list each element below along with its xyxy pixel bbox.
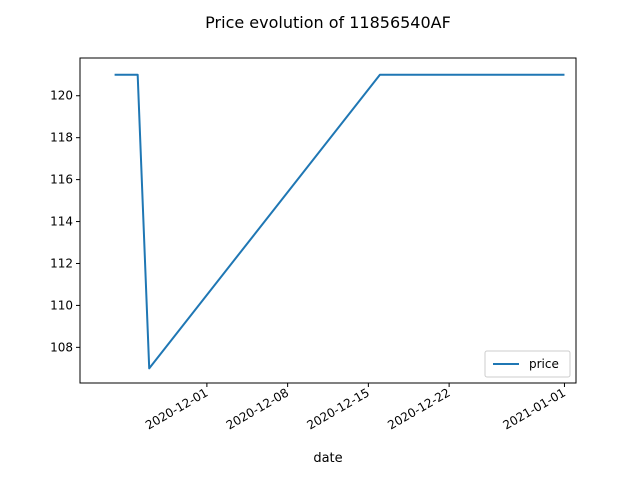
y-tick-label: 110 [50, 298, 73, 312]
plot-area [79, 57, 577, 384]
legend-label: price [529, 357, 559, 371]
x-tick-label: 2020-12-22 [385, 385, 452, 432]
x-tick-label: 2020-12-15 [304, 385, 371, 432]
legend: price [484, 350, 571, 378]
x-tick-label: 2021-01-01 [501, 385, 568, 432]
plot-frame [79, 57, 577, 384]
x-axis-label: date [313, 451, 342, 466]
legend-box [484, 350, 571, 378]
x-tick-label: 2020-12-08 [224, 385, 291, 432]
y-tick-label: 120 [50, 89, 73, 103]
y-tick-label: 116 [50, 173, 73, 187]
series-line-price [114, 73, 565, 370]
y-tick-label: 114 [50, 215, 73, 229]
x-tick-label: 2020-12-01 [143, 385, 210, 432]
y-tick-label: 108 [50, 340, 73, 354]
y-tick-label: 118 [50, 131, 73, 145]
chart-title: Price evolution of 11856540AF [205, 13, 451, 32]
y-tick-label: 112 [50, 256, 73, 270]
x-axis: 2020-12-01 2020-12-08 2020-12-15 2020-12-22… [143, 383, 568, 432]
y-axis: 108 110 112 114 116 118 120 [50, 89, 80, 354]
